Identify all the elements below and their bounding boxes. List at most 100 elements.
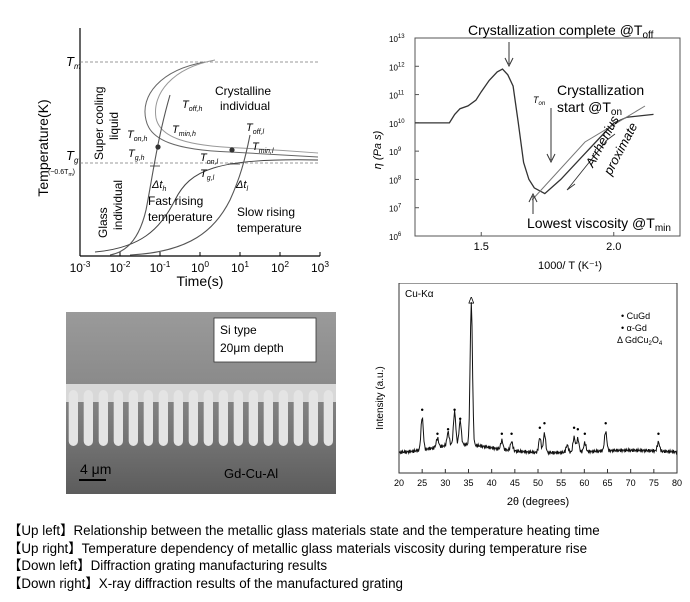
scale-bar-label: 4 μm	[80, 461, 111, 477]
xrd-peak-marker: •	[510, 429, 513, 439]
viscosity-y-tick-label: 108	[389, 175, 402, 185]
dt-h-label: Δth	[151, 179, 166, 193]
legend-gdcu2o4: Δ GdCu2O4	[617, 335, 663, 347]
viscosity-ylabel: η (Pa s)	[372, 130, 384, 169]
viscosity-y-tick-label: 109	[389, 147, 402, 157]
ttt-xlabel: Time(s)	[177, 273, 224, 289]
xrd-peak-marker: Δ	[468, 296, 474, 306]
liquid-label: liquid	[107, 112, 121, 140]
grating-tooth	[218, 390, 228, 446]
viscosity-chart: 106 107 108 109 1010 1011 1012 1013 1.5 2.0 η (P…	[372, 22, 681, 272]
caption-down-right: 【Down right】X-ray diffraction results of…	[8, 575, 403, 591]
glass-individual-label: individual	[111, 180, 125, 230]
glass-label: Glass	[96, 207, 110, 238]
t-on-l-marker	[229, 147, 235, 153]
ttt-x-tick-label: 10-2	[110, 259, 131, 275]
caption-up-left: 【Up left】Relationship between the metall…	[8, 523, 600, 538]
xrd-peak-marker: •	[500, 429, 503, 439]
grating-tooth	[113, 390, 123, 446]
xrd-x-tick-label: 40	[487, 478, 497, 488]
xrd-peak-marker: •	[421, 405, 424, 415]
grating-tooth	[323, 390, 333, 446]
t-on-arrowhead	[546, 153, 556, 164]
t-g-l-label: Tg,l	[200, 168, 215, 182]
viscosity-y-tick-label: 1010	[389, 119, 405, 129]
slow-rising-label: Slow rising	[237, 205, 295, 219]
t-min-l-label: Tmin,l	[252, 141, 274, 155]
ttt-x-tick-label: 102	[271, 259, 289, 275]
ttt-x-tick-label: 100	[191, 259, 209, 275]
slow-heating-curve	[129, 134, 251, 256]
ttt-chart: 10-3 10-2 10-1 100 101 102 103 Tm Tg (~0.6Tm) …	[35, 28, 329, 289]
xrd-peak-marker: •	[453, 405, 456, 415]
grating-tooth	[308, 390, 318, 446]
t-g-h-label: Tg,h	[128, 148, 145, 162]
grating-tooth	[128, 390, 138, 446]
viscosity-series-line	[415, 68, 654, 195]
lowest-viscosity-label: Lowest viscosity @Tmin	[527, 215, 671, 234]
viscosity-y-tick-label: 1013	[389, 34, 405, 44]
grating-tooth	[233, 390, 243, 446]
ttt-x-tick-label: 101	[231, 259, 249, 275]
xrd-chart: 20 25 30 35 40 45 50 55 60 65 70 75 80 Cu-Kα Intensi…	[375, 283, 682, 508]
note-line-1: Si type	[220, 323, 257, 337]
lowest-arrowhead	[528, 192, 538, 203]
arrhenius-fit-line	[531, 105, 646, 201]
grating-micrograph: Si type 20μm depth 4 μm Gd-Cu-Al	[66, 312, 336, 494]
xrd-peak-marker: •	[436, 429, 439, 439]
viscosity-x-tick-label: 1.5	[474, 241, 489, 253]
xrd-peak-marker: •	[447, 425, 450, 435]
viscosity-y-tick-label: 1011	[389, 91, 405, 101]
grating-tooth	[98, 390, 108, 446]
dt-l-label: Δtl	[235, 179, 248, 193]
t-on-marker-label: Ton	[533, 95, 546, 107]
arrhenius-bracket	[566, 133, 616, 191]
grating-tooth	[173, 390, 183, 446]
caption-down-left: 【Down left】Diffraction grating manufactu…	[8, 558, 328, 573]
xrd-title: Cu-Kα	[405, 289, 434, 300]
t-on-h-marker	[155, 144, 161, 150]
grating-tooth	[83, 390, 93, 446]
xrd-x-tick-label: 60	[579, 478, 589, 488]
caption-up-right: 【Up right】Temperature dependency of meta…	[8, 540, 588, 556]
xrd-peak-marker: •	[583, 429, 586, 439]
ttt-ylabel: Temperature(K)	[35, 99, 51, 196]
t-off-h-label: Toff,h	[182, 99, 202, 113]
grating-tooth	[248, 390, 258, 446]
tg-label: Tg	[66, 148, 79, 165]
cryst-start-label-2: start @Ton	[557, 99, 622, 118]
xrd-peak-marker: •	[573, 423, 576, 433]
legend-alpha-gd: • α-Gd	[621, 323, 647, 333]
tg-note: (~0.6Tm)	[48, 169, 75, 178]
grating-tooth	[278, 390, 288, 446]
xrd-x-tick-label: 20	[394, 478, 404, 488]
fast-rising-label: Fast rising	[148, 194, 203, 208]
ttt-x-tick-label: 10-1	[150, 259, 171, 275]
xrd-peak-marker: •	[538, 423, 541, 433]
xrd-peak-marker: •	[459, 414, 462, 424]
slow-temperature-label: temperature	[237, 221, 302, 235]
super-cooling-label: Super cooling	[92, 87, 106, 160]
xrd-x-tick-label: 45	[510, 478, 520, 488]
xrd-x-tick-label: 70	[626, 478, 636, 488]
xrd-xlabel: 2θ (degrees)	[507, 496, 569, 508]
xrd-peak-marker: •	[604, 419, 607, 429]
cryst-complete-label: Crystallization complete @Toff	[468, 22, 654, 41]
grating-tooth	[203, 390, 213, 446]
crystallization-nose-1	[144, 61, 319, 158]
grating-tooth	[143, 390, 153, 446]
ttt-x-tick-label: 103	[311, 259, 329, 275]
xrd-x-tick-label: 35	[463, 478, 473, 488]
xrd-series-line	[398, 302, 678, 456]
viscosity-xlabel: 1000/ T (K⁻¹)	[538, 260, 602, 272]
viscosity-y-tick-label: 107	[389, 204, 402, 214]
ttt-x-tick-label: 10-3	[70, 259, 91, 275]
viscosity-y-tick-label: 106	[389, 232, 402, 242]
material-label: Gd-Cu-Al	[224, 466, 278, 481]
note-box	[213, 317, 317, 363]
glass-transition-curve	[94, 159, 319, 253]
grating-tooth	[158, 390, 168, 446]
cryst-start-label-1: Crystallization	[557, 82, 644, 98]
crystalline-individual-label: individual	[220, 99, 270, 113]
grating-tooth	[293, 390, 303, 446]
